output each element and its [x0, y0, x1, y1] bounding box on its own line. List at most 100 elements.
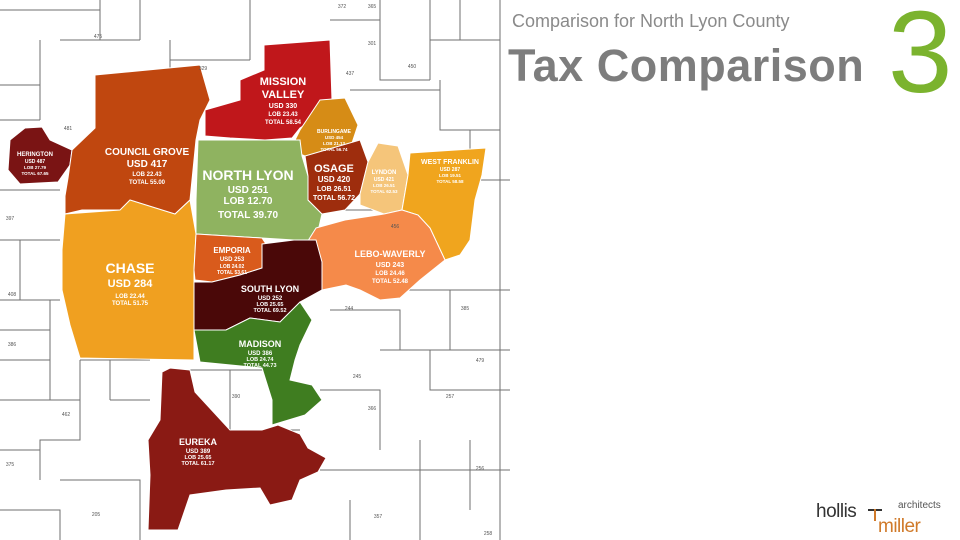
svg-text:TOTAL 52.48: TOTAL 52.48 — [372, 279, 409, 285]
map-number: 479 — [476, 358, 485, 364]
map-number: 205 — [92, 512, 101, 518]
svg-text:MADISON: MADISON — [239, 339, 282, 349]
district-regions — [7, 39, 487, 531]
svg-text:LOB 27.79: LOB 27.79 — [24, 165, 47, 170]
svg-text:TOTAL 62.53: TOTAL 62.53 — [370, 189, 398, 194]
svg-text:LOB 21.13: LOB 21.13 — [323, 141, 346, 146]
svg-text:LOB 24.74: LOB 24.74 — [247, 357, 275, 363]
svg-text:CHASE: CHASE — [105, 260, 154, 276]
logo-name-miller: miller — [878, 516, 921, 537]
svg-text:USD 253: USD 253 — [220, 257, 245, 263]
mission-valley-label: MISSION VALLEY USD 330 LOB 23.43 TOTAL 5… — [260, 76, 307, 126]
svg-text:TOTAL 56.72: TOTAL 56.72 — [313, 195, 355, 202]
eureka-region[interactable] — [147, 367, 327, 531]
svg-text:LOB 19.51: LOB 19.51 — [439, 173, 462, 178]
svg-text:USD 243: USD 243 — [376, 262, 405, 269]
svg-text:HERINGTON: HERINGTON — [17, 152, 53, 158]
burlingame-label: BURLINGAME USD 454 LOB 21.13 TOTAL 56.74 — [317, 129, 352, 152]
map-number: 372 — [338, 4, 347, 10]
svg-text:USD 287: USD 287 — [440, 167, 461, 173]
map-number: 329 — [199, 66, 208, 72]
svg-text:LOB 22.43: LOB 22.43 — [132, 172, 162, 178]
map-number: 257 — [446, 394, 455, 400]
west-franklin-label: WEST FRANKLIN USD 287 LOB 19.51 TOTAL 58… — [421, 159, 479, 184]
svg-text:TOTAL 58.58: TOTAL 58.58 — [436, 179, 464, 184]
svg-text:TOTAL 56.74: TOTAL 56.74 — [320, 147, 348, 152]
svg-text:USD 454: USD 454 — [325, 135, 344, 140]
svg-text:LOB 24.02: LOB 24.02 — [220, 264, 245, 270]
map-number: 365 — [368, 4, 377, 10]
chase-label: CHASE USD 284 LOB 22.44 TOTAL 51.75 — [105, 260, 154, 307]
svg-text:USD 284: USD 284 — [108, 278, 154, 290]
svg-text:SOUTH LYON: SOUTH LYON — [241, 284, 299, 294]
district-labels: HERINGTON USD 487 LOB 27.79 TOTAL 67.65 … — [17, 76, 479, 467]
svg-text:LEBO-WAVERLY: LEBO-WAVERLY — [354, 249, 425, 259]
svg-text:LYNDON: LYNDON — [372, 170, 397, 176]
svg-text:USD 386: USD 386 — [248, 351, 273, 357]
osage-label: OSAGE USD 420 LOB 26.51 TOTAL 56.72 — [313, 163, 355, 202]
svg-text:MISSION: MISSION — [260, 76, 307, 88]
map-number: 450 — [408, 64, 417, 70]
svg-text:EUREKA: EUREKA — [179, 437, 218, 447]
svg-text:TOTAL 69.52: TOTAL 69.52 — [253, 308, 286, 314]
svg-text:LOB 26.51: LOB 26.51 — [373, 183, 396, 188]
svg-text:USD 330: USD 330 — [269, 103, 298, 110]
map-number: 408 — [8, 292, 17, 298]
svg-text:TOTAL 67.65: TOTAL 67.65 — [21, 171, 49, 176]
svg-text:TOTAL 51.75: TOTAL 51.75 — [112, 301, 149, 307]
map-number: 456 — [391, 224, 400, 230]
logo-mark-icon — [868, 509, 882, 523]
osage-region[interactable] — [304, 139, 369, 215]
svg-text:USD 420: USD 420 — [318, 175, 351, 184]
svg-text:LOB 12.70: LOB 12.70 — [224, 196, 273, 207]
svg-text:TOTAL 58.54: TOTAL 58.54 — [265, 120, 302, 126]
svg-text:USD 252: USD 252 — [258, 296, 283, 302]
map-number: 375 — [6, 462, 15, 468]
svg-text:TOTAL 53.61: TOTAL 53.61 — [217, 270, 247, 276]
madison-region[interactable] — [193, 301, 323, 426]
council-grove-region[interactable] — [64, 64, 211, 215]
map-number: 256 — [476, 466, 485, 472]
svg-text:TOTAL 39.70: TOTAL 39.70 — [218, 210, 278, 221]
eureka-label: EUREKA USD 389 LOB 25.65 TOTAL 61.17 — [179, 437, 218, 467]
map-number: 357 — [374, 514, 383, 520]
slide-subtitle: Comparison for North Lyon County — [512, 11, 790, 31]
herington-label: HERINGTON USD 487 LOB 27.79 TOTAL 67.65 — [17, 152, 53, 176]
map-number: 397 — [6, 216, 15, 222]
madison-label: MADISON USD 386 LOB 24.74 TOTAL 44.73 — [239, 339, 282, 369]
svg-text:USD 421: USD 421 — [374, 177, 395, 183]
map-number: 366 — [368, 406, 377, 412]
svg-text:WEST FRANKLIN: WEST FRANKLIN — [421, 159, 479, 166]
map-number: 390 — [232, 394, 241, 400]
map-number: 462 — [62, 412, 71, 418]
svg-text:TOTAL 44.73: TOTAL 44.73 — [243, 363, 276, 369]
svg-text:TOTAL 55.00: TOTAL 55.00 — [129, 180, 166, 186]
svg-text:LOB 23.43: LOB 23.43 — [268, 112, 298, 118]
svg-text:USD 487: USD 487 — [25, 159, 46, 165]
hollis-miller-logo: hollis miller architects — [816, 495, 956, 537]
svg-text:TOTAL 61.17: TOTAL 61.17 — [181, 461, 214, 467]
map-number: 258 — [484, 531, 493, 537]
logo-tagline: architects — [898, 500, 941, 511]
west-franklin-region[interactable] — [401, 147, 487, 261]
svg-text:USD 389: USD 389 — [186, 449, 211, 455]
svg-text:USD 251: USD 251 — [228, 185, 269, 196]
svg-text:COUNCIL GROVE: COUNCIL GROVE — [105, 147, 190, 158]
north-lyon-label: NORTH LYON USD 251 LOB 12.70 TOTAL 39.70 — [202, 167, 293, 221]
map-reference-numbers: 475 329 481 437 301 450 456 397 408 386 … — [6, 4, 493, 537]
svg-text:LOB 22.44: LOB 22.44 — [115, 294, 145, 300]
svg-text:USD 417: USD 417 — [127, 159, 168, 170]
svg-text:VALLEY: VALLEY — [262, 89, 305, 101]
map-number: 385 — [461, 306, 470, 312]
map-number: 244 — [345, 306, 354, 312]
svg-text:BURLINGAME: BURLINGAME — [317, 129, 352, 135]
map-number: 386 — [8, 342, 17, 348]
slide-title: Tax Comparison — [508, 40, 865, 91]
map-number: 475 — [94, 34, 103, 40]
lyndon-label: LYNDON USD 421 LOB 26.51 TOTAL 62.53 — [370, 170, 398, 194]
svg-text:EMPORIA: EMPORIA — [213, 246, 251, 255]
svg-text:LOB 26.51: LOB 26.51 — [317, 186, 351, 193]
svg-text:NORTH LYON: NORTH LYON — [202, 167, 293, 183]
emporia-label: EMPORIA USD 253 LOB 24.02 TOTAL 53.61 — [213, 246, 251, 276]
south-lyon-label: SOUTH LYON USD 252 LOB 25.65 TOTAL 69.52 — [241, 284, 299, 314]
